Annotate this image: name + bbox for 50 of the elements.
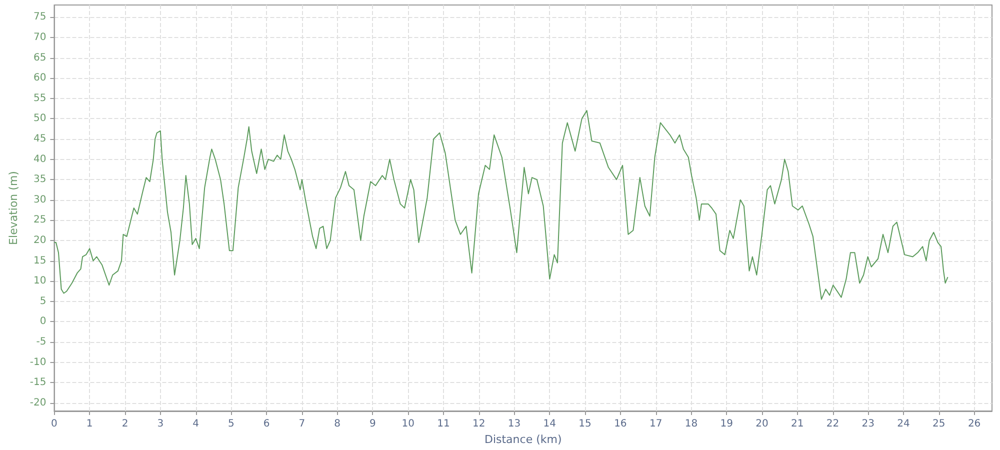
y-tick-label: 10 <box>34 276 46 287</box>
x-tick-label: 15 <box>578 418 592 430</box>
x-tick-label: 18 <box>684 418 698 430</box>
x-tick-label: 9 <box>370 418 376 430</box>
x-tick-label: 13 <box>508 418 521 430</box>
y-tick-label: -5 <box>36 336 46 348</box>
y-tick-label: 35 <box>34 174 46 186</box>
y-tick-label: 20 <box>34 234 46 246</box>
y-axis-title: Elevation (m) <box>7 171 20 245</box>
x-tick-label: 26 <box>968 418 981 430</box>
y-tick-label: 55 <box>34 92 46 104</box>
y-tick-label: 25 <box>34 214 46 226</box>
x-tick-label: 8 <box>334 418 341 430</box>
x-tick-label: 17 <box>649 418 662 430</box>
x-tick-label: 23 <box>862 418 875 430</box>
y-tick-label: 60 <box>34 72 46 84</box>
line-series <box>54 110 948 300</box>
x-tick-label: 7 <box>298 418 306 430</box>
x-tick-label: 4 <box>192 418 199 430</box>
y-tick-label: 15 <box>34 255 46 266</box>
x-tick-label: 22 <box>826 418 840 430</box>
x-tick-label: 25 <box>932 418 946 430</box>
y-tick-label: 0 <box>40 316 46 328</box>
x-tick-label: 21 <box>791 418 804 430</box>
y-tick-label: 70 <box>34 32 46 43</box>
y-tick-label: 65 <box>34 52 46 64</box>
x-tick-label: 14 <box>543 418 556 430</box>
x-tick-label: 16 <box>614 418 627 430</box>
x-tick-label: 19 <box>720 418 733 430</box>
x-tick-label: 12 <box>472 418 486 430</box>
y-tick-label: -20 <box>30 397 46 408</box>
x-tick-label: 6 <box>263 418 270 430</box>
y-tick-label: 45 <box>34 133 46 144</box>
y-tick-label: -15 <box>30 377 46 388</box>
x-tick-label: 10 <box>402 418 414 430</box>
x-tick-label: 24 <box>897 418 910 430</box>
x-tick-label: 0 <box>51 418 58 430</box>
y-tick-label: 75 <box>34 12 46 23</box>
y-tick-label: 30 <box>34 194 46 206</box>
x-tick-label: 3 <box>157 418 164 430</box>
x-tick-label: 2 <box>122 418 128 430</box>
x-tick-label: 5 <box>228 418 234 430</box>
y-tick-label: 5 <box>40 296 46 307</box>
x-tick-label: 1 <box>86 418 93 430</box>
y-tick-label: -10 <box>30 356 46 368</box>
y-tick-label: 50 <box>34 113 46 124</box>
x-tick-label: 20 <box>756 418 768 430</box>
x-axis-title: Distance (km) <box>484 432 562 446</box>
x-tick-label: 11 <box>437 418 450 430</box>
y-tick-label: 40 <box>34 154 46 165</box>
